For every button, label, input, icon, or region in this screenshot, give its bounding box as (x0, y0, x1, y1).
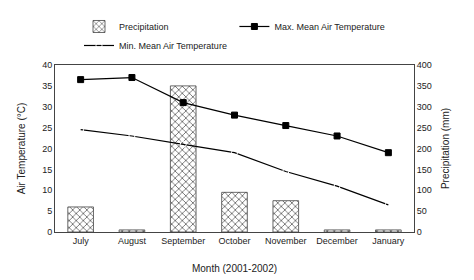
svg-text:Max. Mean Air Temperature: Max. Mean Air Temperature (274, 22, 384, 32)
svg-text:Precipitation (mm): Precipitation (mm) (440, 108, 451, 189)
svg-text:200: 200 (417, 144, 432, 154)
svg-text:400: 400 (417, 60, 432, 70)
svg-text:35: 35 (42, 81, 52, 91)
svg-text:20: 20 (42, 144, 52, 154)
svg-text:25: 25 (42, 123, 52, 133)
svg-text:250: 250 (417, 123, 432, 133)
svg-text:10: 10 (42, 185, 52, 195)
svg-text:300: 300 (417, 102, 432, 112)
svg-text:150: 150 (417, 165, 432, 175)
svg-text:Precipitation: Precipitation (119, 22, 169, 32)
svg-text:January: January (372, 236, 405, 246)
svg-text:December: December (316, 236, 358, 246)
svg-text:350: 350 (417, 81, 432, 91)
svg-text:Month (2001-2002): Month (2001-2002) (192, 263, 277, 274)
svg-text:July: July (73, 236, 90, 246)
svg-text:40: 40 (42, 60, 52, 70)
svg-text:50: 50 (417, 206, 427, 216)
svg-text:5: 5 (47, 206, 52, 216)
svg-text:15: 15 (42, 165, 52, 175)
svg-text:100: 100 (417, 185, 432, 195)
svg-text:30: 30 (42, 102, 52, 112)
svg-text:November: November (265, 236, 307, 246)
svg-text:0: 0 (47, 227, 52, 237)
svg-text:August: August (118, 236, 147, 246)
svg-text:Min. Mean Air Temperature: Min. Mean Air Temperature (119, 41, 227, 51)
svg-text:Air Temperature (°C): Air Temperature (°C) (16, 103, 27, 195)
svg-text:0: 0 (417, 227, 422, 237)
svg-text:October: October (218, 236, 250, 246)
svg-text:September: September (161, 236, 205, 246)
